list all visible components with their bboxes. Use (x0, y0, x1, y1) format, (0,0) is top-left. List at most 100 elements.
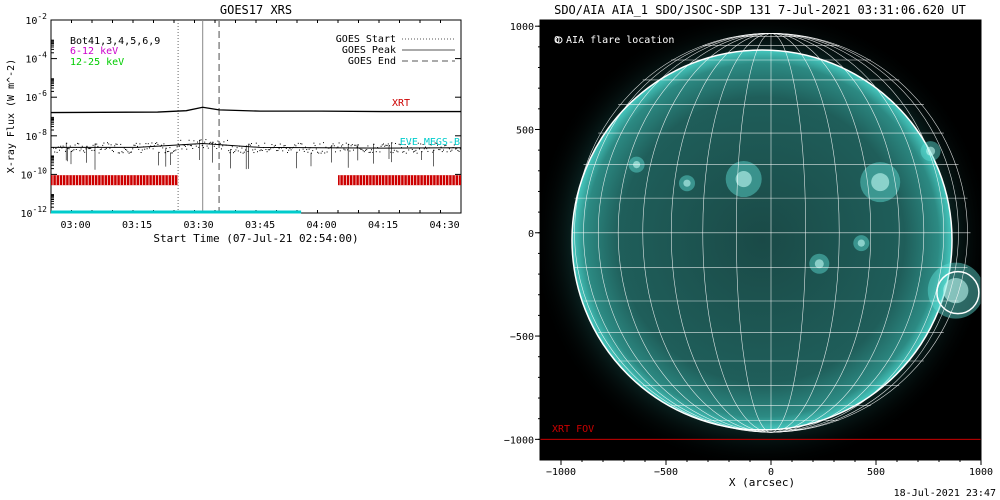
footer-stamp: 18-Jul-2021 23:47 (894, 488, 996, 499)
goes-noise-point (152, 148, 154, 150)
xrt-coverage-bar (51, 175, 179, 186)
aia-y-tick-label: 0 (528, 229, 534, 240)
goes-noise-point (347, 149, 348, 151)
active-region-core (735, 170, 752, 188)
active-region (853, 235, 870, 252)
goes-noise-point (265, 148, 267, 150)
goes-noise-point (237, 150, 239, 152)
goes-noise-point (198, 146, 200, 148)
goes-noise-point (428, 147, 430, 149)
goes-noise-point (395, 142, 396, 144)
goes-noise-point (438, 149, 440, 151)
goes-noise-point (357, 144, 359, 146)
goes-noise-point (302, 148, 304, 150)
goes-noise-point (455, 148, 456, 150)
goes-noise-point (231, 146, 233, 148)
goes-noise-point (293, 146, 294, 148)
goes-noise-point (354, 144, 356, 146)
goes-noise-point (157, 143, 159, 145)
goes-noise-point (350, 145, 352, 147)
goes-y-tick-label: 10-8 (25, 128, 47, 143)
goes-noise-point (162, 147, 164, 149)
goes-noise-point (433, 149, 435, 151)
goes-y-axis: 10-12 10-10 10-8 10-6 10-4 10-2 (21, 12, 461, 220)
aia-x-tick-label: 500 (867, 467, 885, 478)
goes-noise-point (150, 145, 152, 147)
goes-noise-point (380, 145, 382, 147)
aia-y-axis: −1000 −500 0 500 1000 (504, 19, 982, 461)
goes-noise-point (245, 149, 246, 151)
goes-noise-point (89, 148, 90, 150)
goes-noise-point (115, 143, 117, 145)
goes-noise-point (164, 152, 166, 154)
goes-noise-point (449, 148, 450, 150)
goes-marks (50, 20, 462, 214)
goes-legend-end: GOES End (348, 56, 396, 67)
goes-noise-point (91, 149, 93, 151)
goes-noise-point (349, 150, 351, 152)
goes-noise-point (180, 139, 182, 141)
goes-noise-point (396, 150, 398, 152)
goes-noise-point (339, 150, 341, 152)
goes-noise-point (80, 148, 82, 150)
goes-noise-point (355, 144, 357, 146)
active-region-core (871, 173, 890, 192)
goes-noise-point (110, 144, 112, 146)
goes-noise-point (359, 147, 360, 149)
goes-noise-point (252, 149, 254, 151)
goes-noise-point (452, 147, 454, 149)
active-region (725, 161, 762, 198)
xrt-fov-label: XRT FOV (552, 424, 594, 435)
goes-noise-point (224, 144, 226, 146)
goes-noise-point (457, 150, 459, 152)
goes-noise-point (168, 150, 170, 152)
goes-noise-point (425, 146, 426, 148)
active-region (628, 156, 645, 173)
goes-noise-point (391, 142, 393, 144)
goes-noise-point (277, 150, 279, 152)
goes-noise-point (337, 146, 339, 148)
goes-chart-title: GOES17 XRS (220, 3, 292, 17)
goes-noise-point (443, 149, 444, 151)
goes-noise-point (123, 147, 125, 149)
goes-noise-point (332, 143, 334, 145)
goes-noise-point (320, 152, 322, 154)
goes-noise-point (249, 144, 251, 146)
goes-noise-point (253, 152, 255, 154)
goes-noise-point (362, 150, 364, 152)
goes-noise-point (216, 148, 218, 150)
goes-noise-point (209, 142, 210, 144)
goes-noise-point (176, 146, 178, 148)
goes-noise-point (205, 139, 207, 141)
active-regions (628, 141, 981, 319)
goes-noise-point (219, 142, 221, 144)
goes-x-label: Start Time (07-Jul-21 02:54:00) (153, 232, 358, 245)
goes-noise-point (59, 149, 60, 151)
goes-noise-point (422, 143, 424, 145)
goes-x-tick-label: 03:15 (122, 220, 152, 231)
goes-noise-point (405, 152, 407, 154)
active-region-core (814, 259, 824, 269)
aia-x-tick-label: −500 (654, 467, 678, 478)
goes-noise-point (227, 139, 228, 141)
goes-noise-point (146, 148, 148, 150)
goes-x-tick-label: 04:15 (368, 220, 398, 231)
goes-noise-point (387, 143, 389, 145)
goes-noise-point (260, 149, 262, 151)
aia-y-tick-label: 500 (516, 125, 534, 136)
goes-noise-point (335, 151, 336, 153)
longitude-line (770, 32, 840, 433)
goes-noise-point (156, 142, 158, 144)
goes-noise-point (371, 149, 372, 151)
goes-noise-point (120, 143, 122, 145)
goes-noise-point (243, 151, 245, 153)
goes-noise-point (414, 150, 416, 152)
goes-noise-point (75, 149, 77, 151)
goes-noise-point (271, 144, 273, 146)
goes-noise-point (223, 141, 225, 143)
goes-noise-point (145, 143, 147, 145)
goes-noise-point (189, 145, 191, 147)
goes-noise-point (379, 151, 381, 153)
goes-noise-point (69, 145, 71, 147)
goes-noise-point (333, 145, 335, 147)
